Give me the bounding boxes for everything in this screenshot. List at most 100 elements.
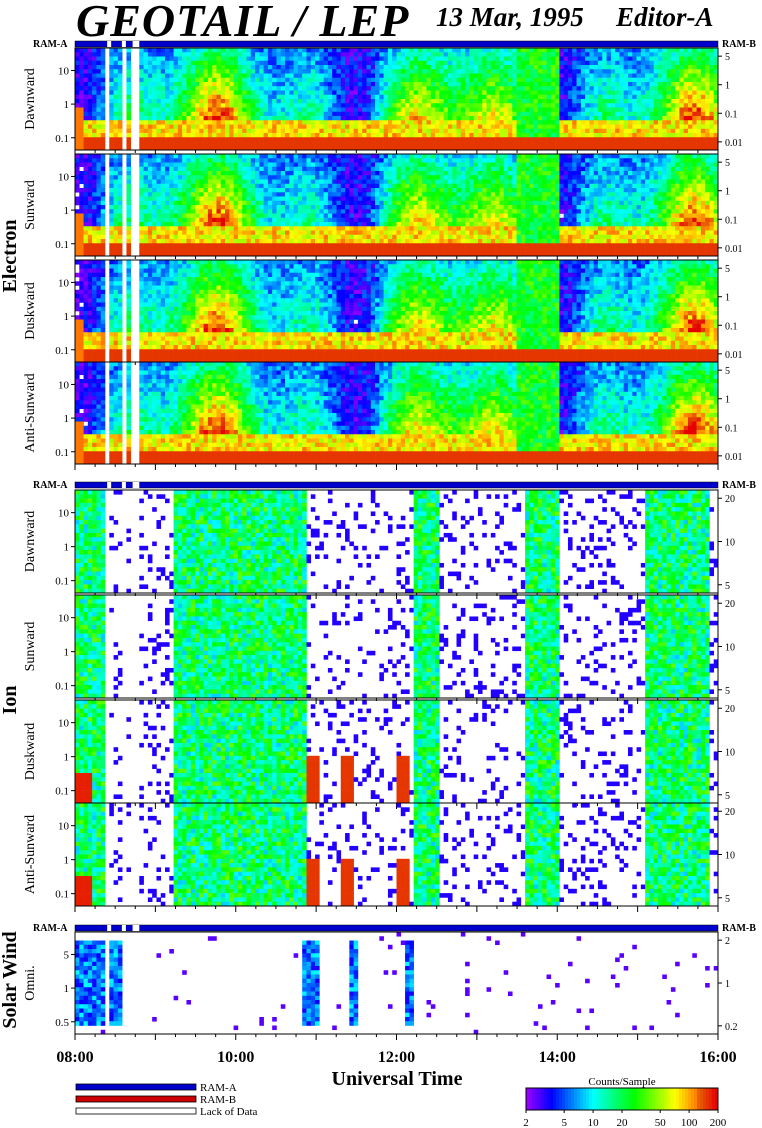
heatmap-cell xyxy=(139,137,144,142)
heatmap-cell xyxy=(281,82,286,87)
heatmap-cell xyxy=(474,95,479,100)
heatmap-cell xyxy=(366,125,371,130)
heatmap-cell xyxy=(521,86,526,91)
heatmap-cell xyxy=(178,120,183,125)
heatmap-cell xyxy=(358,108,363,113)
heatmap-cell xyxy=(182,248,187,253)
heatmap-cell xyxy=(667,48,672,53)
heatmap-cell xyxy=(225,226,230,231)
heatmap-cell xyxy=(255,103,260,108)
heatmap-cell xyxy=(156,69,161,74)
heatmap-cell xyxy=(259,91,264,96)
heatmap-cell xyxy=(148,218,153,223)
heatmap-cell xyxy=(238,129,243,134)
heatmap-cell xyxy=(144,65,149,70)
heatmap-cell xyxy=(165,133,170,138)
heatmap-cell xyxy=(628,82,633,87)
heatmap-cell xyxy=(495,142,500,147)
heatmap-cell xyxy=(559,129,564,134)
heatmap-cell xyxy=(195,65,200,70)
heatmap-cell xyxy=(559,65,564,70)
heatmap-cell xyxy=(118,231,123,236)
heatmap-cell xyxy=(611,65,616,70)
heatmap-cell xyxy=(431,95,436,100)
heatmap-cell xyxy=(414,116,419,121)
heatmap-cell xyxy=(88,129,93,134)
heatmap-cell xyxy=(435,61,440,66)
heatmap-cell xyxy=(174,180,179,185)
heatmap-cell xyxy=(409,74,414,79)
heatmap-cell xyxy=(495,116,500,121)
heatmap-cell xyxy=(328,116,333,121)
heatmap-cell xyxy=(688,78,693,83)
heatmap-cell xyxy=(585,52,590,57)
heatmap-cell xyxy=(444,82,449,87)
heatmap-cell xyxy=(285,99,290,104)
heatmap-cell xyxy=(298,133,303,138)
heatmap-cell xyxy=(418,61,423,66)
heatmap-cell xyxy=(697,52,702,57)
heatmap-cell xyxy=(654,52,659,57)
heatmap-cell xyxy=(628,48,633,53)
heatmap-cell xyxy=(598,52,603,57)
heatmap-cell xyxy=(354,142,359,147)
heatmap-cell xyxy=(624,48,629,53)
heatmap-cell xyxy=(371,133,376,138)
heatmap-cell xyxy=(186,65,191,70)
heatmap-cell xyxy=(709,99,714,104)
heatmap-cell xyxy=(495,52,500,57)
heatmap-cell xyxy=(409,48,414,53)
heatmap-cell xyxy=(238,82,243,87)
heatmap-cell xyxy=(709,74,714,79)
heatmap-cell xyxy=(156,209,161,214)
heatmap-cell xyxy=(118,167,123,172)
heatmap-cell xyxy=(84,201,89,206)
heatmap-cell xyxy=(392,61,397,66)
heatmap-cell xyxy=(487,112,492,117)
heatmap-cell xyxy=(345,95,350,100)
heatmap-cell xyxy=(242,74,247,79)
heatmap-cell xyxy=(332,129,337,134)
heatmap-cell xyxy=(427,48,432,53)
heatmap-cell xyxy=(632,116,637,121)
heatmap-cell xyxy=(504,61,509,66)
heatmap-cell xyxy=(96,120,101,125)
heatmap-cell xyxy=(191,158,196,163)
heatmap-cell xyxy=(96,103,101,108)
heatmap-cell xyxy=(349,99,354,104)
heatmap-cell xyxy=(444,65,449,70)
heatmap-cell xyxy=(204,133,209,138)
heatmap-cell xyxy=(341,142,346,147)
heatmap-cell xyxy=(221,218,226,223)
heatmap-cell xyxy=(469,48,474,53)
heatmap-cell xyxy=(289,74,294,79)
heatmap-cell xyxy=(285,74,290,79)
heatmap-cell xyxy=(272,86,277,91)
heatmap-cell xyxy=(615,133,620,138)
heatmap-cell xyxy=(178,167,183,172)
heatmap-cell xyxy=(88,48,93,53)
heatmap-cell xyxy=(186,120,191,125)
heatmap-cell xyxy=(255,52,260,57)
heatmap-cell xyxy=(191,95,196,100)
heatmap-cell xyxy=(195,142,200,147)
heatmap-cell xyxy=(598,65,603,70)
heatmap-cell xyxy=(161,86,166,91)
heatmap-cell xyxy=(542,78,547,83)
heatmap-cell xyxy=(358,78,363,83)
heatmap-cell xyxy=(84,86,89,91)
heatmap-cell xyxy=(109,188,114,193)
heatmap-cell xyxy=(139,112,144,117)
heatmap-cell xyxy=(487,91,492,96)
heatmap-cell xyxy=(671,112,676,117)
heatmap-cell xyxy=(281,95,286,100)
heatmap-cell xyxy=(534,95,539,100)
heatmap-cell xyxy=(109,243,114,248)
heatmap-cell xyxy=(88,171,93,176)
heatmap-cell xyxy=(191,52,196,57)
heatmap-cell xyxy=(148,61,153,66)
heatmap-cell xyxy=(229,231,234,236)
heatmap-cell xyxy=(139,235,144,240)
heatmap-cell xyxy=(234,205,239,210)
heatmap-cell xyxy=(688,95,693,100)
